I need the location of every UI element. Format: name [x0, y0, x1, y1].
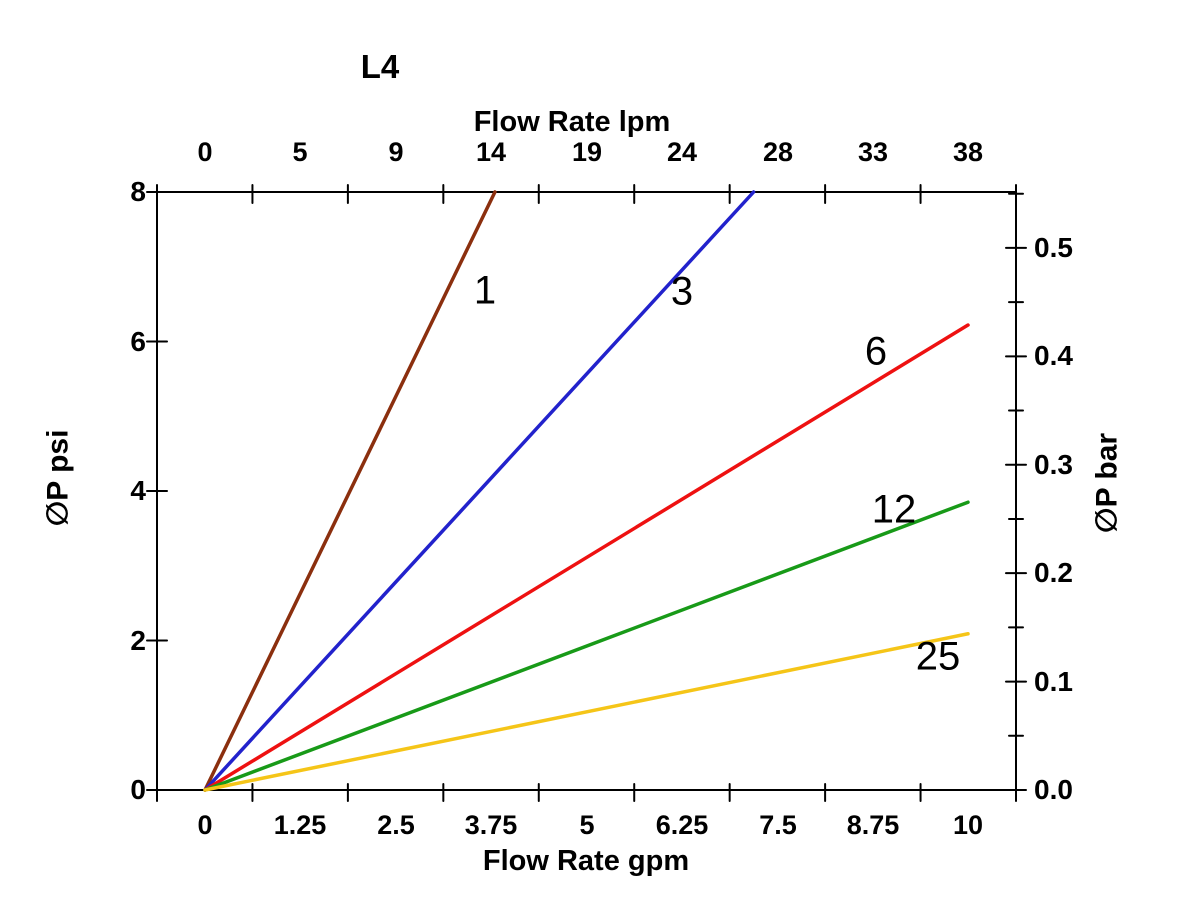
bottom-tick-label: 10	[952, 810, 984, 840]
left-tick-label: 2	[130, 625, 146, 656]
right-tick-label: 0.5	[1034, 232, 1073, 263]
series-line-25	[203, 632, 970, 792]
right-tick-label: 0.0	[1034, 774, 1073, 805]
bottom-tick-label: 0	[197, 810, 213, 840]
top-tick-label: 19	[571, 137, 603, 167]
bottom-tick-label: 1.25	[273, 810, 327, 840]
left-tick-label: 4	[130, 475, 146, 506]
series-label-25: 25	[915, 634, 961, 679]
left-axis-title: ∅P psi	[41, 429, 75, 527]
series-line-3	[203, 190, 756, 792]
left-tick-label: 0	[130, 774, 146, 805]
series-line-1	[203, 190, 497, 792]
left-tick-label: 8	[130, 176, 146, 207]
top-tick-label: 0	[197, 137, 213, 167]
top-tick-label: 33	[857, 137, 889, 167]
top-tick-label: 9	[388, 137, 404, 167]
top-tick-label: 38	[952, 137, 984, 167]
right-tick-label: 0.1	[1034, 666, 1073, 697]
bottom-axis-title: Flow Rate gpm	[482, 845, 690, 877]
chart-title: L4	[360, 48, 400, 85]
series-line-12	[203, 500, 970, 792]
top-tick-label: 14	[475, 137, 507, 167]
right-axis-title: ∅P bar	[1090, 432, 1124, 534]
series-label-3: 3	[670, 269, 694, 314]
top-tick-label: 5	[292, 137, 308, 167]
series-label-6: 6	[864, 329, 888, 374]
right-tick-label: 0.4	[1034, 340, 1073, 371]
right-tick-label: 0.2	[1034, 557, 1073, 588]
bottom-tick-label: 7.5	[759, 810, 797, 840]
bottom-tick-label: 8.75	[846, 810, 900, 840]
bottom-tick-label: 3.75	[464, 810, 518, 840]
series-label-1: 1	[473, 268, 497, 313]
top-tick-label: 28	[762, 137, 794, 167]
bottom-tick-label: 2.5	[377, 810, 415, 840]
series-label-12: 12	[871, 487, 917, 532]
top-axis-title: Flow Rate lpm	[473, 106, 671, 138]
series-line-6	[203, 323, 970, 792]
right-tick-label: 0.3	[1034, 449, 1073, 480]
left-tick-label: 6	[130, 326, 146, 357]
top-tick-label: 24	[666, 137, 698, 167]
bottom-tick-label: 6.25	[655, 810, 709, 840]
bottom-tick-label: 5	[579, 810, 595, 840]
